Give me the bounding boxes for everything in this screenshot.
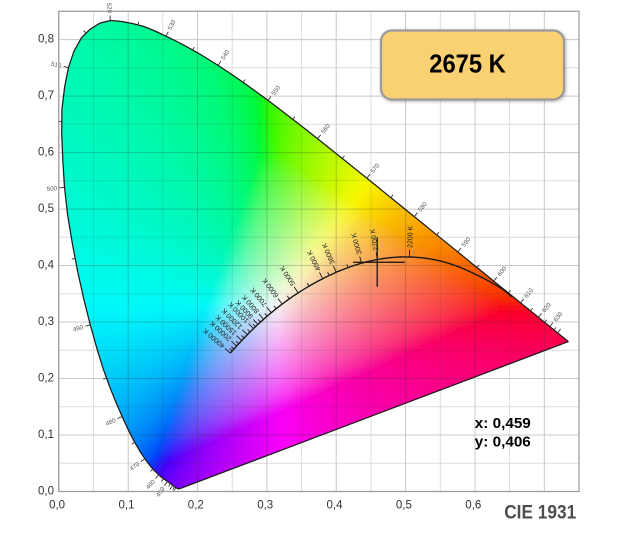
- svg-text:2700 K: 2700 K: [370, 228, 381, 251]
- svg-text:0,2: 0,2: [188, 500, 204, 512]
- svg-text:0,0: 0,0: [49, 500, 65, 512]
- svg-text:0,3: 0,3: [38, 316, 54, 328]
- svg-text:0,0: 0,0: [38, 486, 54, 498]
- svg-text:530: 530: [167, 18, 178, 31]
- svg-text:540: 540: [220, 48, 232, 61]
- svg-text:0,4: 0,4: [327, 500, 344, 512]
- svg-text:520: 520: [105, 3, 113, 14]
- svg-text:0,4: 0,4: [38, 260, 55, 272]
- svg-text:0,1: 0,1: [119, 500, 135, 512]
- svg-text:0,8: 0,8: [38, 34, 54, 46]
- svg-text:x: 0,459: x: 0,459: [475, 415, 531, 432]
- svg-text:CIE 1931: CIE 1931: [504, 503, 576, 524]
- svg-text:0,6: 0,6: [38, 147, 54, 159]
- svg-text:490: 490: [72, 324, 84, 334]
- svg-text:0,5: 0,5: [38, 203, 54, 215]
- svg-text:0,1: 0,1: [38, 429, 54, 441]
- svg-text:0,6: 0,6: [465, 500, 481, 512]
- svg-text:2675 K: 2675 K: [429, 49, 506, 79]
- svg-text:0,3: 0,3: [257, 500, 273, 512]
- svg-text:0,7: 0,7: [38, 90, 54, 102]
- svg-text:0,2: 0,2: [38, 373, 54, 385]
- svg-text:510: 510: [50, 61, 62, 70]
- svg-text:0,5: 0,5: [396, 500, 412, 512]
- svg-text:2200 K: 2200 K: [407, 225, 414, 248]
- svg-text:y: 0,406: y: 0,406: [475, 434, 531, 451]
- svg-text:470: 470: [129, 460, 142, 472]
- svg-text:480: 480: [105, 417, 118, 428]
- svg-text:500: 500: [46, 185, 57, 193]
